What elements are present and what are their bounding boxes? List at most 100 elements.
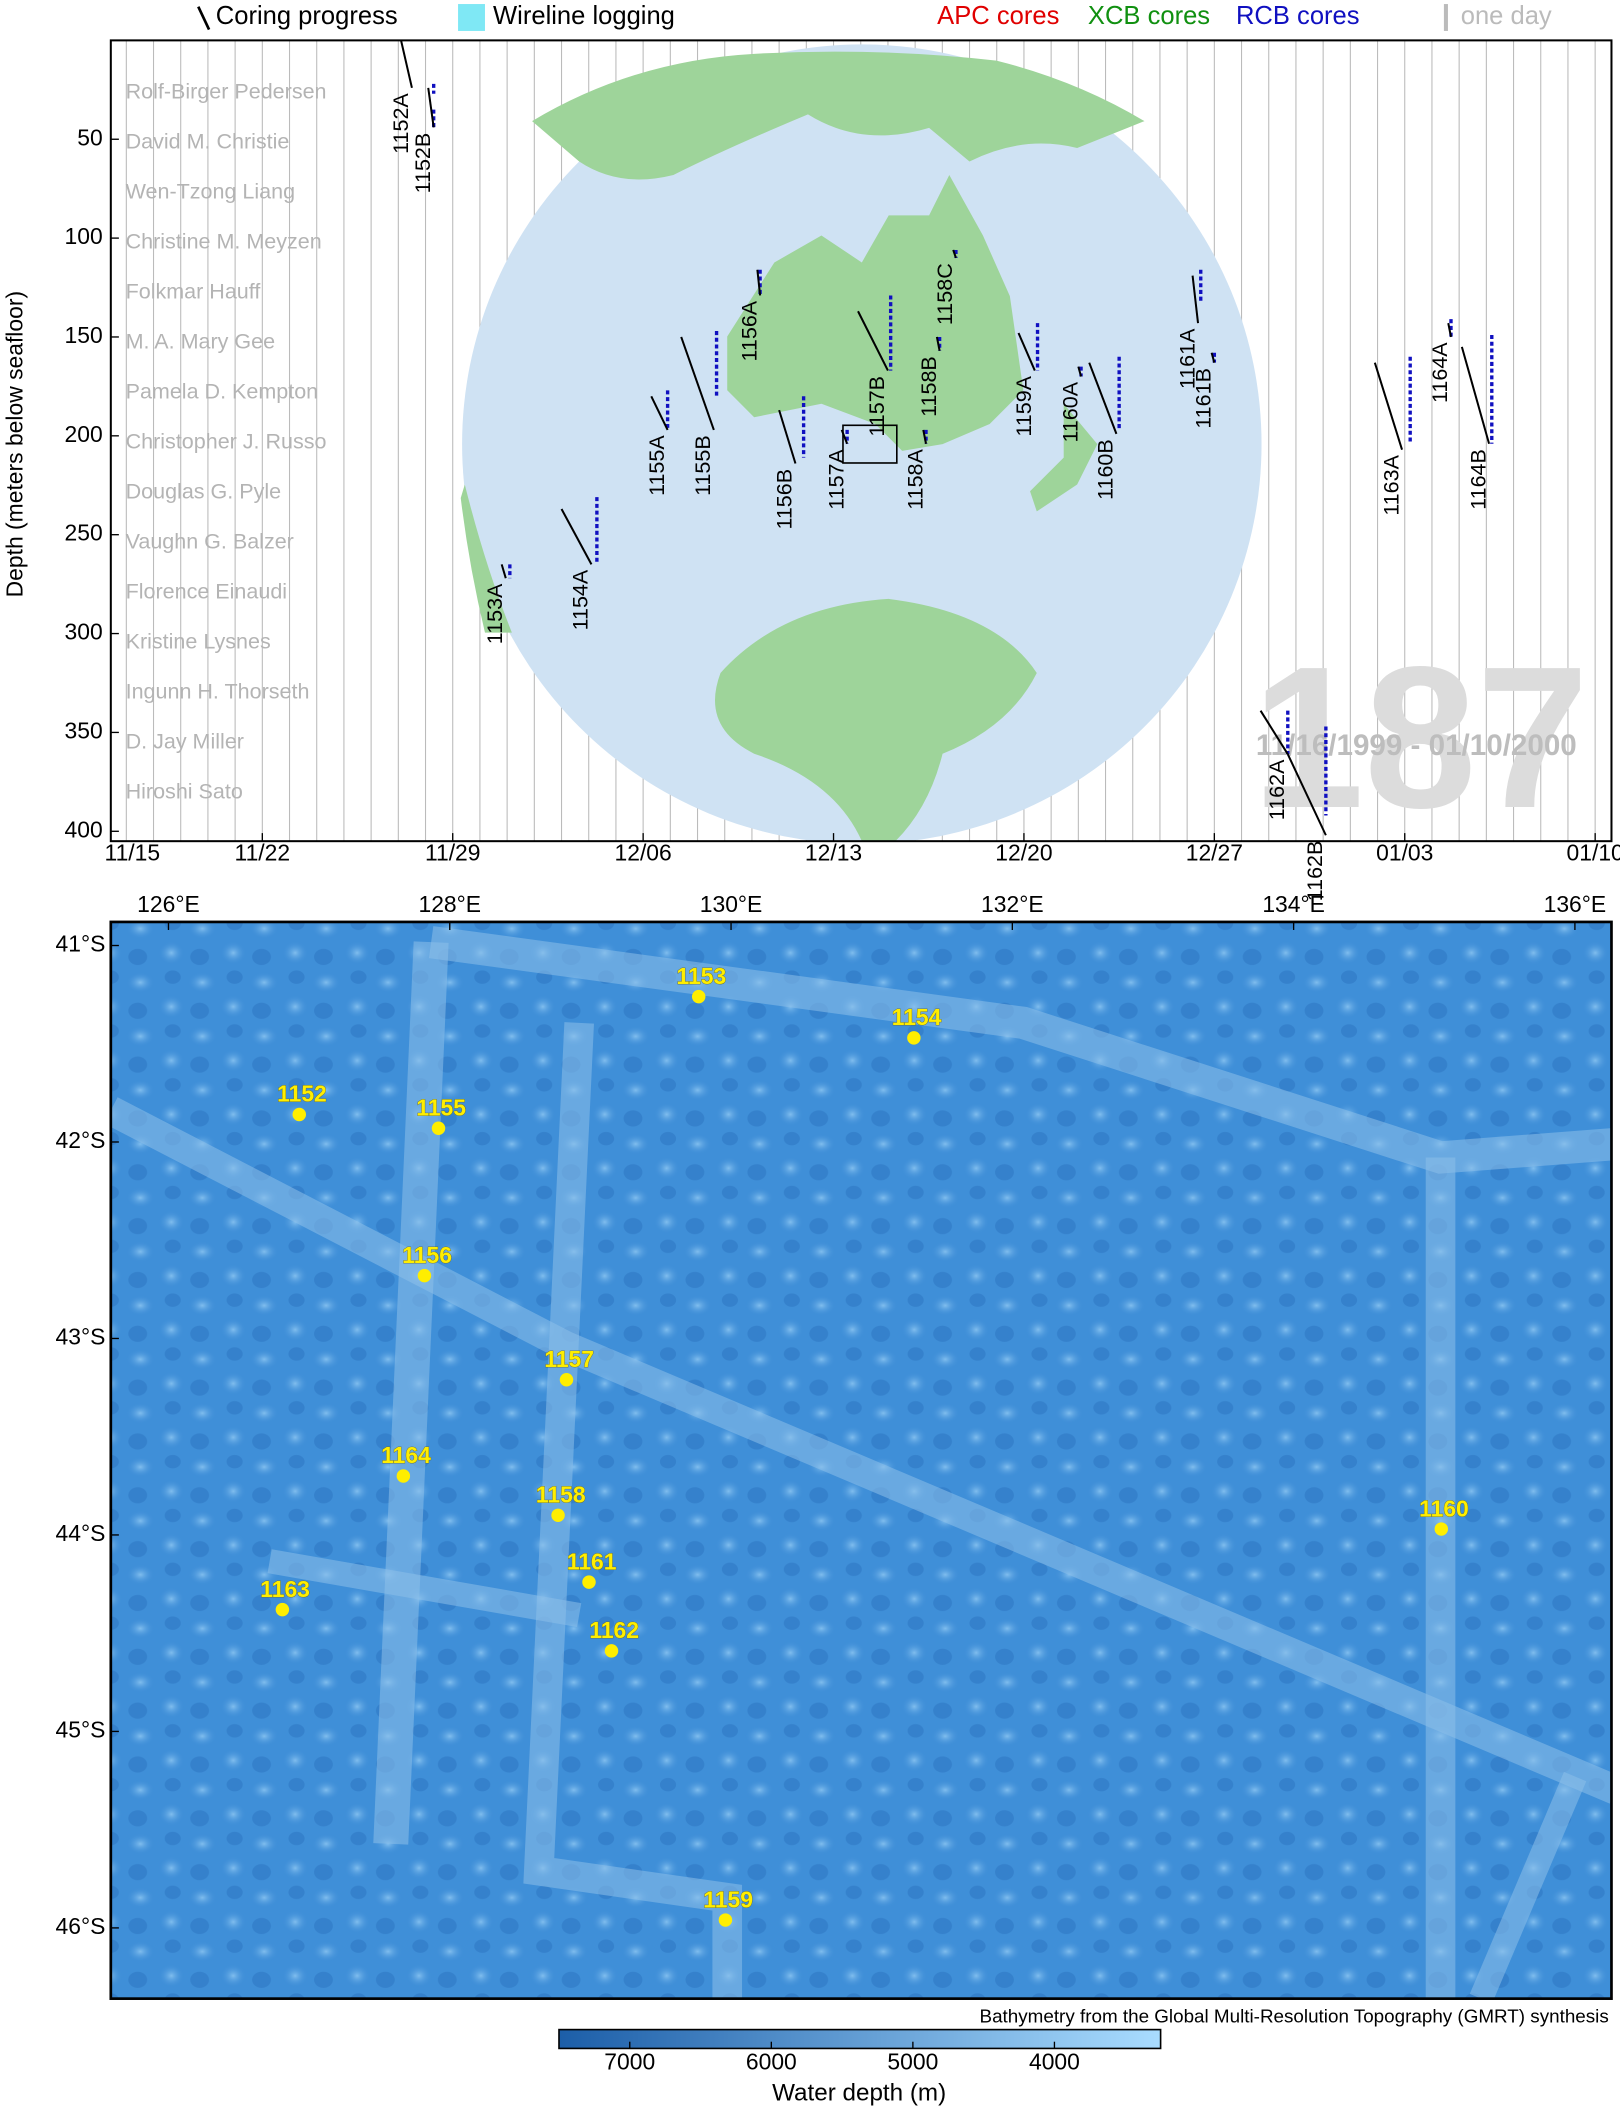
x-tick-label: 01/03 — [1376, 840, 1433, 866]
y-tick-label: 300 — [65, 619, 103, 645]
hole-label: 1156A — [737, 300, 761, 361]
scientist-name: Wen-Tzong Liang — [126, 180, 295, 204]
hole-label: 1158C — [933, 263, 957, 325]
y-tick-label: 350 — [65, 717, 103, 743]
y-tick-label: 41°S — [56, 931, 106, 957]
y-tick-label: 200 — [65, 421, 103, 447]
coring-progress — [778, 409, 797, 464]
date-range: 11/16/1999 - 01/10/2000 — [1256, 729, 1577, 762]
globe-ocean — [462, 44, 1262, 842]
colorbar — [558, 2028, 1162, 2050]
x-tick-label: 12/06 — [615, 840, 672, 866]
y-tick-label: 45°S — [56, 1716, 106, 1742]
colorbar-tick-label: 4000 — [1029, 2048, 1080, 2074]
scientist-name: Christine M. Meyzen — [126, 230, 322, 254]
coring-progress — [1447, 322, 1452, 338]
survey-tracks — [110, 926, 1612, 1999]
scientist-name: Florence Einaudi — [126, 579, 287, 603]
site — [275, 1602, 290, 1617]
site-label: 1155 — [416, 1094, 466, 1120]
hole-label: 1164A — [1428, 342, 1452, 403]
scientist-name: Rolf-Birger Pedersen — [126, 80, 327, 104]
legend-icon — [197, 6, 211, 31]
site-label: 1161 — [567, 1548, 617, 1574]
site — [559, 1372, 574, 1387]
scientist-name: M. A. Mary Gee — [126, 329, 275, 353]
site-label: 1158 — [536, 1482, 586, 1508]
x-tick-label: 11/29 — [425, 840, 481, 866]
hole-label: 1153A — [483, 583, 507, 644]
globe — [460, 44, 1262, 842]
site — [718, 1913, 733, 1927]
hole-label: 1157B — [865, 376, 889, 437]
hole-label: 1154A — [569, 569, 593, 630]
bathymetry-map: 126°E 128°E 130°E 132°E 134°E 136°E 41°S 42°S 43… — [56, 891, 1613, 2107]
x-tick-label: 126°E — [137, 891, 200, 917]
site — [907, 1031, 921, 1045]
coring-progress — [952, 249, 957, 259]
coring-progress — [400, 40, 413, 89]
coring-progress — [1191, 275, 1200, 324]
scientist-name: D. Jay Miller — [126, 729, 244, 753]
site — [396, 1469, 411, 1483]
x-tick-label: 12/13 — [805, 840, 862, 866]
coring-progress — [1210, 352, 1216, 363]
site-label: 1163 — [260, 1576, 310, 1602]
legend-label: Wireline logging — [493, 2, 675, 30]
new-zealand — [1030, 403, 1098, 512]
coring-progress — [560, 508, 593, 565]
coring-progress — [922, 429, 928, 444]
x-tick-label: 136°E — [1544, 891, 1607, 917]
coring-progress — [1286, 753, 1327, 836]
hole-label: 1155B — [691, 435, 715, 496]
hole-label: 1156B — [773, 469, 797, 530]
hole-label: 1162B — [1303, 841, 1327, 902]
site — [604, 1644, 619, 1658]
hole-label: 1158B — [917, 356, 941, 417]
hole-label: 1161B — [1192, 368, 1216, 429]
antarctica — [714, 598, 1037, 842]
coring-progress — [500, 564, 507, 579]
site-label: 1160 — [1419, 1495, 1469, 1521]
y-tick-label: 42°S — [56, 1127, 106, 1153]
hole-label: 1155A — [645, 435, 669, 496]
x-tick-label: 130°E — [700, 891, 763, 917]
y-tick-label: 100 — [65, 223, 103, 249]
hole-label: 1162A — [1265, 759, 1289, 820]
hole-label: 1160A — [1058, 381, 1082, 442]
coring-progress — [680, 336, 715, 431]
hole-label: 1152A — [389, 93, 413, 154]
x-tick-label: 11/22 — [235, 840, 291, 866]
y-tick-label: 46°S — [56, 1913, 106, 1939]
x-tick-label: 11/15 — [105, 840, 161, 866]
y-tick-label: 50 — [77, 124, 102, 150]
scientist-name: Folkmar Hauff — [126, 279, 262, 303]
bathymetry — [110, 921, 1612, 1999]
map-frame — [109, 920, 1613, 2000]
y-axis-label: Depth (meters below seafloor) — [2, 291, 28, 597]
coring-progress — [1259, 710, 1289, 755]
legend-label: Coring progress — [216, 2, 398, 30]
coring-progress — [935, 336, 941, 352]
coring-progress — [650, 395, 669, 431]
coring-progress — [756, 269, 762, 296]
plot-frame — [109, 39, 1613, 843]
site-label: 1157 — [544, 1346, 594, 1372]
x-tick-label: 01/10 — [1567, 840, 1620, 866]
scientist-name: Hiroshi Sato — [126, 779, 243, 803]
africa-edge — [460, 484, 512, 633]
site-label: 1156 — [402, 1242, 452, 1268]
expedition-number: 187 — [1252, 624, 1589, 850]
legend-label: APC cores — [937, 2, 1059, 30]
x-tick-label: 12/27 — [1186, 840, 1243, 866]
hole-label: 1159A — [1012, 375, 1036, 436]
coring-progress — [857, 310, 889, 372]
hole-label: 1152B — [411, 133, 435, 194]
colorbar-tick-label: 6000 — [746, 2048, 797, 2074]
site — [1434, 1522, 1449, 1536]
x-tick-label: 12/20 — [995, 840, 1052, 866]
colorbar-label: Water depth (m) — [772, 2080, 946, 2107]
hole-label: 1160B — [1094, 439, 1118, 500]
x-tick-label: 128°E — [418, 891, 481, 917]
